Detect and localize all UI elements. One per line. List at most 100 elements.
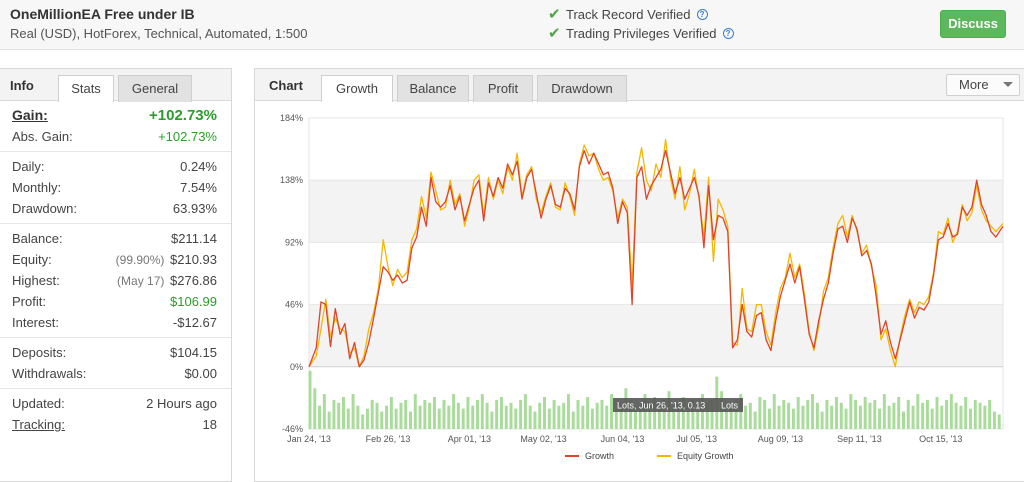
lots-bar — [538, 402, 542, 429]
lots-bar — [992, 411, 996, 429]
chart-panel: Chart Growth Balance Profit Drawdown Mor… — [254, 68, 1024, 482]
discuss-button[interactable]: Discuss — [940, 10, 1006, 38]
lots-bar — [370, 399, 374, 429]
lots-bar — [825, 399, 829, 429]
gain-value: +102.73% — [149, 107, 217, 124]
lots-bar — [796, 396, 800, 429]
more-dropdown[interactable]: More — [946, 74, 1020, 96]
lots-bar — [959, 405, 963, 429]
lots-bar — [385, 405, 389, 429]
lots-bar — [729, 408, 733, 429]
lots-bar — [399, 402, 403, 429]
trading-privileges-verified: ✔ Trading Privileges Verified ? — [548, 24, 734, 42]
lots-bar — [461, 408, 465, 429]
tab-growth[interactable]: Growth — [321, 75, 393, 102]
tab-balance[interactable]: Balance — [397, 75, 469, 102]
lots-bar — [935, 396, 939, 429]
lots-bar — [820, 411, 824, 429]
monthly-row: Monthly: 7.54% — [0, 177, 231, 198]
abs-gain-row: Abs. Gain: +102.73% — [0, 126, 231, 147]
lots-bar — [882, 394, 886, 429]
drawdown-row: Drawdown: 63.93% — [0, 198, 231, 219]
plot-band — [309, 304, 1003, 367]
help-icon[interactable]: ? — [696, 8, 708, 20]
deposits-label: Deposits: — [12, 345, 67, 360]
drawdown-value: 63.93% — [172, 201, 217, 216]
lots-bar — [930, 408, 934, 429]
lots-bar — [514, 408, 518, 429]
lots-bar — [356, 405, 360, 429]
highest-date: (May 17) — [117, 274, 165, 288]
lots-bar — [969, 408, 972, 429]
lots-bar — [619, 402, 623, 429]
checkmark-icon: ✔ — [548, 25, 561, 42]
lots-bar — [389, 396, 393, 429]
lots-bar — [504, 405, 508, 429]
deposits-row: Deposits: $104.15 — [0, 342, 231, 363]
lots-bar — [844, 408, 848, 429]
lots-bar — [892, 402, 896, 429]
lots-bar — [748, 402, 752, 429]
lots-bar — [605, 405, 609, 429]
lots-bar — [437, 408, 441, 429]
tab-profit[interactable]: Profit — [473, 75, 533, 102]
lots-bar — [662, 399, 666, 429]
lots-bar — [365, 408, 369, 429]
tracking-label[interactable]: Tracking: — [12, 417, 65, 432]
lots-bar — [763, 399, 767, 429]
gain-label[interactable]: Gain: — [12, 107, 48, 123]
update-group: Updated: 2 Hours ago Tracking: 18 — [0, 389, 231, 439]
lots-bar — [921, 402, 925, 429]
track-record-label: Track Record Verified — [566, 6, 691, 22]
equity-percent: (99.90%) — [115, 253, 165, 267]
lots-bar — [442, 399, 446, 429]
lots-bar — [471, 405, 475, 429]
lots-bar — [409, 411, 412, 429]
lots-bar — [322, 394, 326, 429]
lots-bar — [308, 370, 312, 429]
lots-bar — [562, 402, 566, 429]
lots-bar — [911, 405, 915, 429]
daily-value: 0.24% — [180, 159, 217, 174]
lots-bar — [834, 396, 838, 429]
growth-line — [308, 149, 1004, 368]
info-tabbar: Info Stats General — [0, 69, 231, 102]
lots-bar — [973, 399, 977, 429]
lots-bar — [686, 405, 690, 429]
lots-bar — [691, 399, 695, 429]
x-tick-label: Jul 05, '13 — [676, 434, 717, 444]
info-panel: Info Stats General Gain: +102.73% Abs. G… — [0, 68, 232, 482]
tab-stats[interactable]: Stats — [58, 75, 114, 102]
lots-bar — [332, 399, 336, 429]
lots-bar — [523, 394, 527, 429]
lots-bar — [988, 399, 992, 429]
lots-bar — [648, 402, 652, 429]
lots-bar — [413, 394, 417, 429]
deposits-group: Deposits: $104.15 Withdrawals: $0.00 — [0, 338, 231, 389]
lots-bar — [380, 411, 384, 429]
lots-bar — [897, 396, 901, 429]
daily-row: Daily: 0.24% — [0, 156, 231, 177]
tooltip-text: Lots, Jun 26, '13, 0.13 — [617, 401, 705, 411]
x-tick-label: Oct 15, '13 — [919, 434, 962, 444]
lots-bar — [351, 394, 355, 429]
lots-bar — [677, 402, 681, 429]
lots-bar — [327, 411, 331, 429]
equity-value: $210.93 — [170, 252, 217, 267]
lots-bar — [466, 396, 470, 429]
tab-general[interactable]: General — [118, 75, 192, 102]
abs-gain-label: Abs. Gain: — [12, 129, 73, 144]
chart-tabbar: Chart Growth Balance Profit Drawdown Mor… — [255, 69, 1024, 102]
lots-bar — [590, 408, 594, 429]
balance-label: Balance: — [12, 231, 63, 246]
lots-bar — [873, 399, 877, 429]
growth-chart[interactable]: 184% 138% 92% 46% 0% -46%Jan 24, '13 Feb 26, '… — [255, 102, 1024, 482]
lots-bar — [404, 399, 408, 429]
checkmark-icon: ✔ — [548, 6, 561, 23]
tab-drawdown[interactable]: Drawdown — [537, 75, 627, 102]
y-tick-label: 0% — [290, 362, 303, 372]
tracking-row: Tracking: 18 — [0, 414, 231, 435]
help-icon[interactable]: ? — [722, 27, 734, 39]
lots-bar — [337, 402, 341, 429]
x-tick-label: Feb 26, '13 — [366, 434, 411, 444]
